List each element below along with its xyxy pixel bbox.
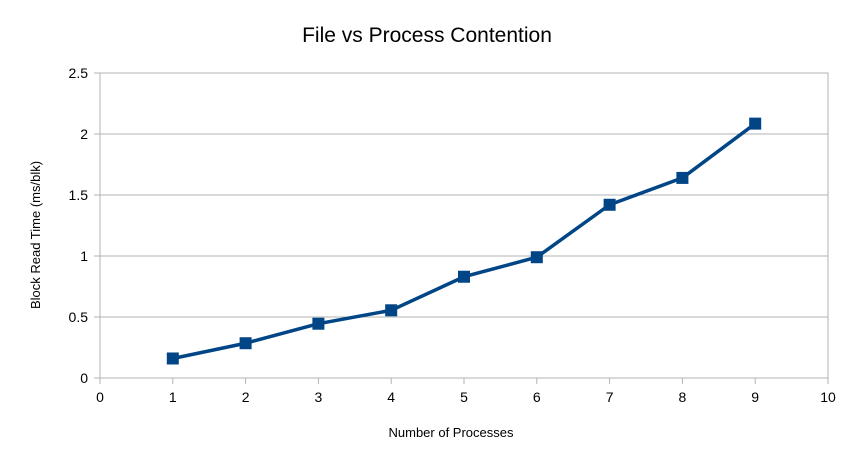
x-tick-label: 7	[606, 389, 614, 405]
y-tick-label: 1.5	[69, 187, 89, 203]
data-point-marker	[166, 352, 179, 365]
gridlines	[99, 72, 829, 379]
plot-frame	[99, 72, 829, 379]
series-layer	[166, 117, 762, 365]
data-point-marker	[385, 304, 398, 317]
series-line	[172, 122, 757, 361]
data-point-marker	[749, 117, 762, 130]
data-point-marker	[312, 317, 325, 330]
y-tick-label: 1	[80, 248, 88, 264]
x-tick-label: 1	[169, 389, 177, 405]
y-tick-label: 0	[80, 370, 88, 386]
x-tick-label: 10	[820, 389, 836, 405]
x-tick-label: 5	[460, 389, 468, 405]
x-tick-label: 3	[315, 389, 323, 405]
y-axis-label: Block Read Time (ms/blk)	[28, 161, 43, 309]
x-tick-label: 0	[96, 389, 104, 405]
data-point-marker	[239, 337, 252, 350]
data-point-marker	[603, 198, 616, 211]
data-point-marker	[530, 251, 543, 264]
x-tick-label: 2	[242, 389, 250, 405]
x-tick-label: 6	[533, 389, 541, 405]
y-tick-label: 2	[80, 126, 88, 142]
y-tick-label: 0.5	[69, 309, 89, 325]
chart-title: File vs Process Contention	[302, 24, 552, 47]
data-point-marker	[458, 270, 470, 283]
x-tick-label: 4	[387, 389, 395, 405]
data-point-marker	[676, 171, 689, 184]
axes: 0 0.5 1 1.5 2 2.5 0 1 2 3 4 5 6 7 8 9 10	[69, 65, 836, 405]
x-tick-label: 9	[751, 389, 759, 405]
x-tick-label: 8	[679, 389, 687, 405]
y-tick-label: 2.5	[69, 65, 89, 81]
x-axis-label: Number of Processes	[389, 425, 514, 440]
